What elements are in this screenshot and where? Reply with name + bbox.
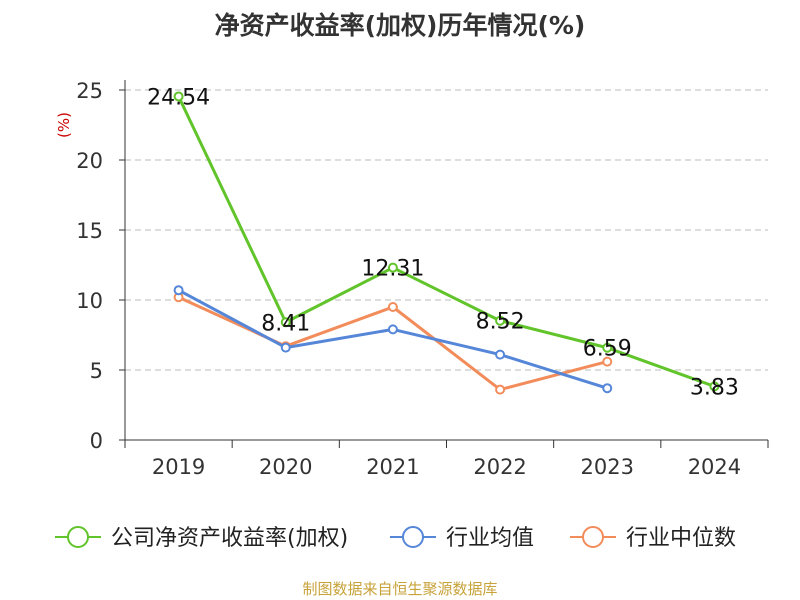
y-tick-label-20: 20	[76, 149, 103, 173]
series-2-point-2022	[495, 384, 506, 395]
legend-label-1: 行业均值	[446, 526, 534, 551]
series-0-point-2024	[709, 381, 720, 392]
data-label-2024: 3.83	[690, 375, 739, 400]
legend-label-2: 行业中位数	[626, 526, 736, 551]
data-label-2023: 6.59	[583, 337, 632, 362]
y-tick-label-10: 10	[76, 289, 103, 313]
series-0-point-2023	[602, 342, 613, 353]
data-label-2022: 8.52	[476, 310, 525, 335]
series-2-point-2023	[602, 356, 613, 367]
series-0-point-2020	[280, 317, 291, 328]
x-tick-label-2023: 2023	[581, 455, 634, 479]
series-2-point-2021	[387, 302, 398, 312]
series-1-point-2023	[602, 383, 613, 394]
x-tick-label-2019: 2019	[152, 455, 205, 479]
y-tick-label-25: 25	[76, 79, 103, 103]
legend-marker-2	[582, 526, 604, 548]
series-1-point-2020	[280, 342, 291, 353]
y-tick-label-15: 15	[76, 219, 103, 243]
series-line-0	[177, 95, 715, 388]
data-label-2019: 24.54	[147, 85, 210, 110]
data-label-2021: 12.31	[361, 257, 424, 282]
series-0-point-2022	[495, 315, 506, 326]
data-label-2020: 8.41	[261, 311, 310, 336]
series-0-point-2021	[387, 262, 398, 273]
source-note: 制图数据来自恒生聚源数据库	[302, 580, 498, 598]
legend-label-0: 公司净资产收益率(加权)	[111, 526, 348, 551]
series-1-point-2022	[495, 349, 506, 360]
x-tick-label-2022: 2022	[473, 455, 526, 479]
legend-marker-1	[402, 526, 424, 548]
series-1-point-2019	[173, 285, 184, 296]
chart-title: 净资产收益率(加权)历年情况(%)	[214, 11, 586, 40]
x-tick-label-2020: 2020	[259, 455, 312, 479]
y-tick-label-5: 5	[90, 359, 103, 383]
series-0-point-2019	[173, 91, 184, 102]
y-tick-label-0: 0	[90, 429, 103, 453]
y-axis-unit: (%)	[55, 112, 73, 138]
series-1-point-2021	[387, 324, 398, 335]
x-tick-label-2024: 2024	[688, 455, 741, 479]
x-tick-label-2021: 2021	[366, 455, 419, 479]
legend-marker-0	[67, 526, 89, 548]
